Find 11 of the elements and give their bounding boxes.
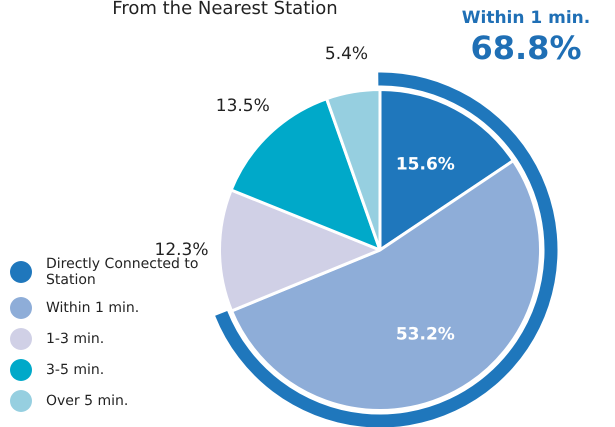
legend-label: Within 1 min.: [46, 300, 140, 316]
data-label: 15.6%: [396, 154, 455, 174]
data-label: 5.4%: [324, 44, 368, 64]
legend-label: 1-3 min.: [46, 331, 104, 347]
legend-label: Over 5 min.: [46, 393, 128, 409]
data-label: 53.2%: [396, 324, 455, 344]
legend-label: 3-5 min.: [46, 362, 104, 378]
chart-title: From the Nearest Station: [111, 0, 339, 19]
data-label: 13.5%: [216, 96, 270, 116]
text: 68.8%: [469, 28, 582, 68]
text: Within 1 min.: [460, 8, 592, 28]
